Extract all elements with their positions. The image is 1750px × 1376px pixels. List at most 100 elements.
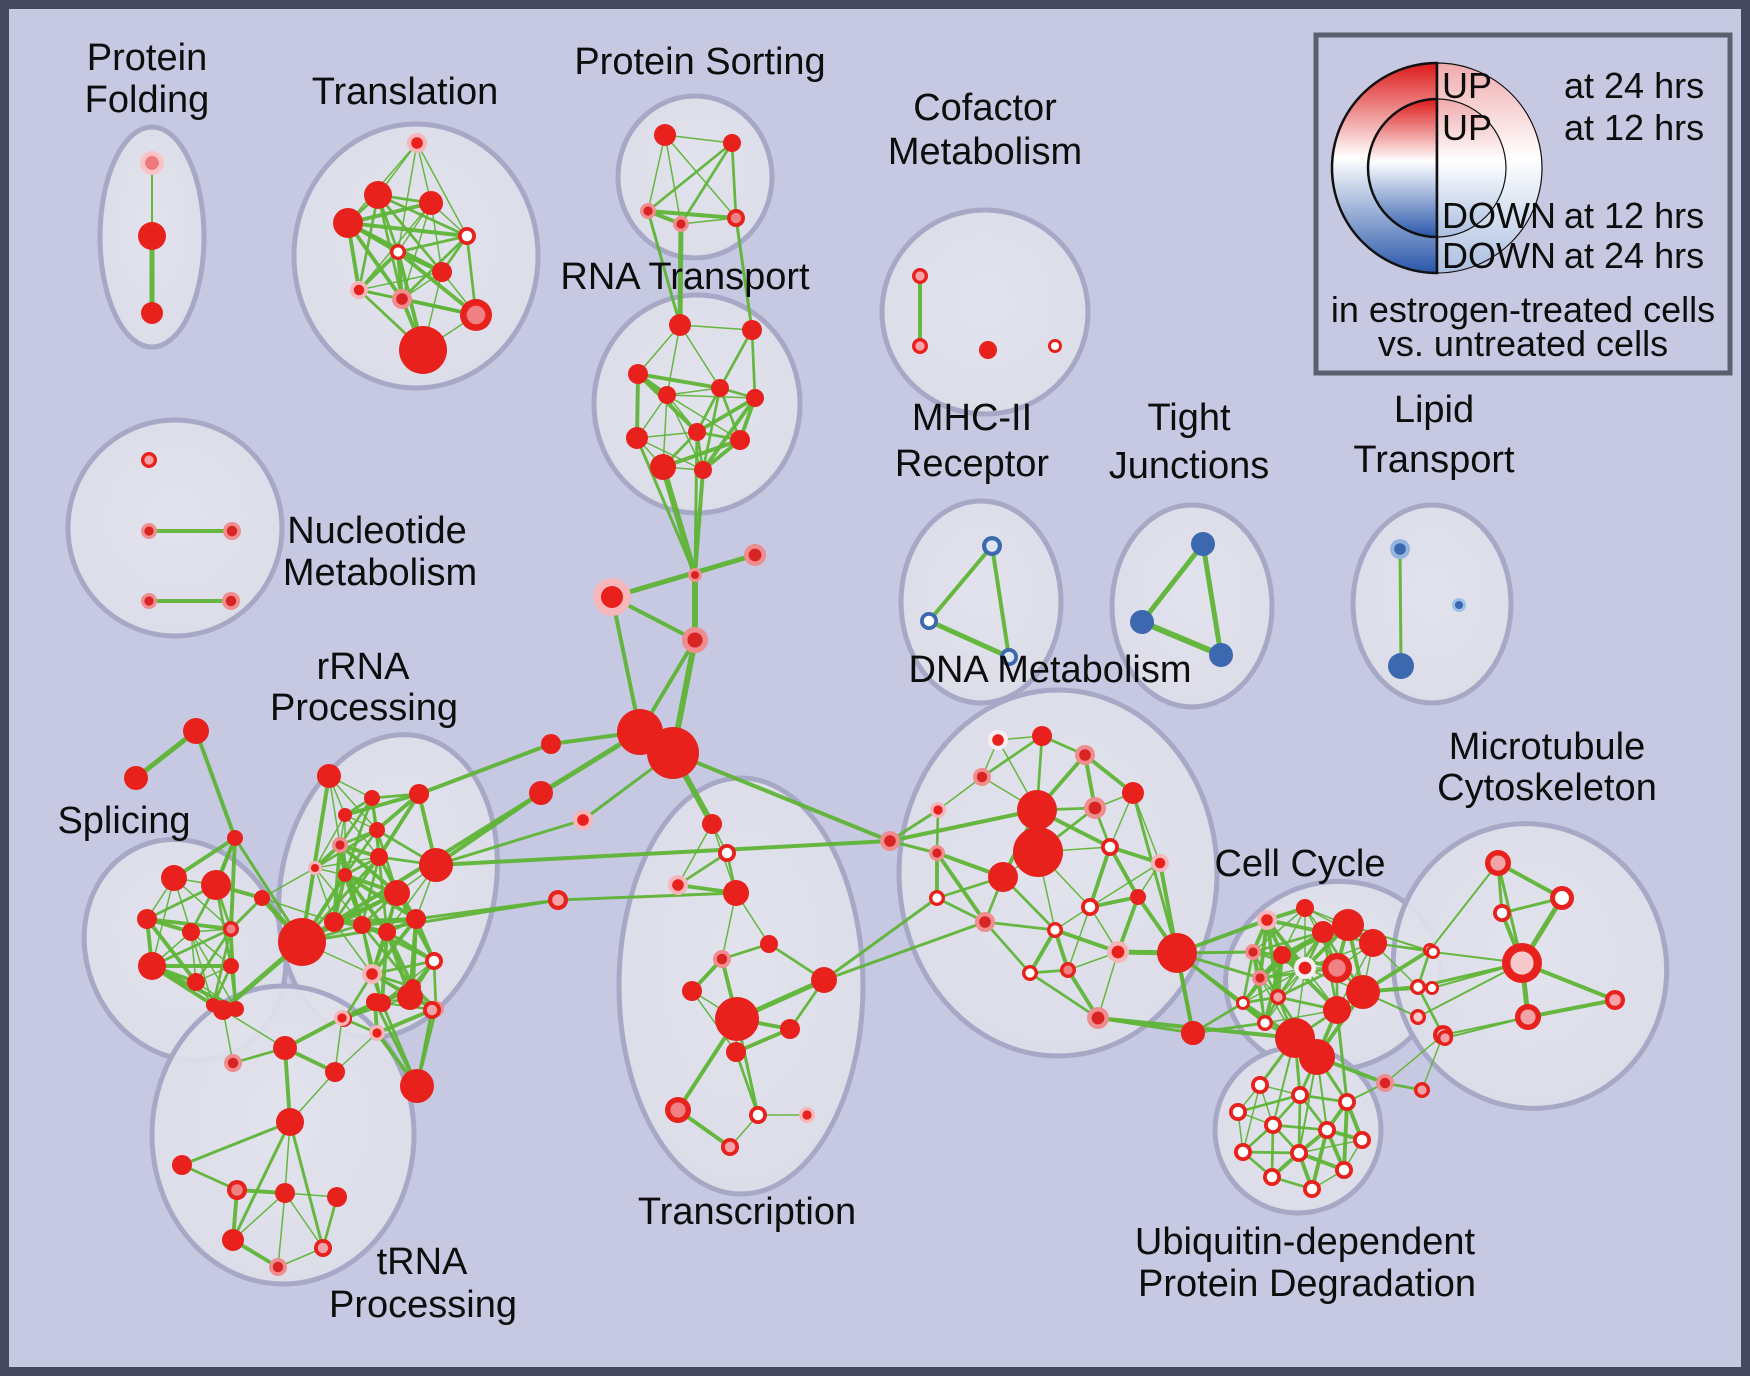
gene-node (682, 981, 702, 1001)
network-edge (822, 920, 987, 982)
gene-node (1502, 943, 1542, 983)
network-edge (288, 1120, 325, 1250)
network-edge (346, 221, 469, 238)
gene-node (1353, 1131, 1371, 1149)
gene-node (400, 1069, 434, 1103)
gene-node (223, 921, 239, 937)
gene-node (647, 727, 699, 779)
gene-node (141, 523, 157, 539)
gene-node (1338, 1093, 1356, 1111)
network-edge (150, 927, 233, 968)
cluster-label-tight-junctions: Junctions (1109, 445, 1270, 487)
network-edge (1242, 1084, 1261, 1153)
gene-node (1234, 1143, 1252, 1161)
network-edge (1384, 1034, 1444, 1084)
gene-node (665, 1097, 691, 1123)
gene-node (929, 890, 945, 906)
gene-node (702, 814, 722, 834)
cluster-label-nucleotide-metabolism: Metabolism (283, 552, 477, 594)
gene-node (1130, 889, 1146, 905)
network-edge (231, 1120, 292, 1242)
gene-node (718, 844, 736, 862)
network-edge (358, 271, 443, 291)
cluster-label-rrna-processing: rRNA (317, 646, 411, 688)
network-edge (194, 729, 237, 840)
gene-node (1130, 610, 1154, 634)
network-edge (636, 437, 704, 471)
gene-node (1013, 827, 1063, 877)
gene-node (419, 191, 443, 215)
network-edge (1252, 907, 1306, 953)
legend-caption: vs. untreated cells (1378, 323, 1668, 364)
cluster-label-trna-processing: tRNA (377, 1241, 468, 1283)
network-edge (1251, 930, 1325, 954)
network-edge (1028, 971, 1100, 1020)
cluster-label-protein-folding: Protein (87, 37, 207, 79)
gene-node (222, 1229, 244, 1251)
gene-node (1390, 539, 1410, 559)
network-edge (232, 1192, 286, 1241)
gene-node (338, 808, 352, 822)
network-edge (888, 808, 1039, 843)
network-edge (370, 959, 436, 976)
gene-node (715, 997, 759, 1041)
network-edge (691, 990, 737, 1053)
gene-node (1047, 922, 1063, 938)
network-edge (377, 792, 421, 859)
gene-node (1087, 1007, 1109, 1029)
gene-node (1290, 1144, 1308, 1162)
cluster-ellipse-protein-sorting (615, 93, 775, 261)
cluster-label-translation: Translation (312, 71, 499, 113)
network-edge (1442, 1016, 1529, 1036)
network-edge (396, 250, 478, 317)
network-edge (300, 774, 331, 944)
network-edge (677, 221, 684, 328)
network-edge (666, 394, 756, 399)
gene-node (760, 935, 778, 953)
network-edge (666, 324, 681, 396)
network-edge (937, 776, 983, 811)
legend-row-label: UP (1442, 107, 1492, 148)
gene-node (640, 203, 656, 219)
cluster-label-cell-cycle: Cell Cycle (1214, 843, 1385, 885)
cluster-label-nucleotide-metabolism: Nucleotide (287, 510, 467, 552)
gene-node (730, 430, 750, 450)
gene-node (811, 967, 837, 993)
network-edge (983, 920, 1057, 932)
gene-node (419, 848, 453, 882)
gene-node (626, 427, 648, 449)
gene-node (364, 181, 392, 209)
gene-node (223, 522, 241, 540)
gene-node (1291, 1086, 1309, 1104)
gene-node (201, 870, 231, 900)
gene-node (1257, 910, 1277, 930)
gene-node (1296, 899, 1314, 917)
gene-node (1017, 790, 1057, 830)
gene-node (406, 909, 426, 929)
network-edge (380, 930, 389, 1005)
gene-node (1303, 1180, 1321, 1198)
gene-node (688, 568, 702, 582)
network-edge (646, 209, 682, 327)
network-edge (980, 734, 1044, 779)
network-edge (346, 221, 404, 301)
gene-node (1605, 990, 1625, 1010)
gene-node (929, 845, 945, 861)
legend-node-glyph (1366, 97, 1439, 239)
network-edge (416, 142, 468, 237)
gene-node (749, 1106, 767, 1124)
cluster-ellipse-lipid-transport (1350, 502, 1514, 706)
gene-node (1322, 953, 1352, 983)
gene-node (423, 1001, 441, 1019)
gene-node (369, 1025, 385, 1041)
gene-node (1270, 989, 1286, 1005)
gene-node (407, 133, 427, 153)
gene-node (1264, 1116, 1282, 1134)
gene-node (1151, 854, 1169, 872)
network-edge (1429, 862, 1499, 951)
cluster-label-tight-junctions: Tight (1147, 397, 1231, 439)
network-edge (664, 134, 733, 144)
network-edge (332, 843, 342, 924)
network-edge (646, 209, 738, 220)
